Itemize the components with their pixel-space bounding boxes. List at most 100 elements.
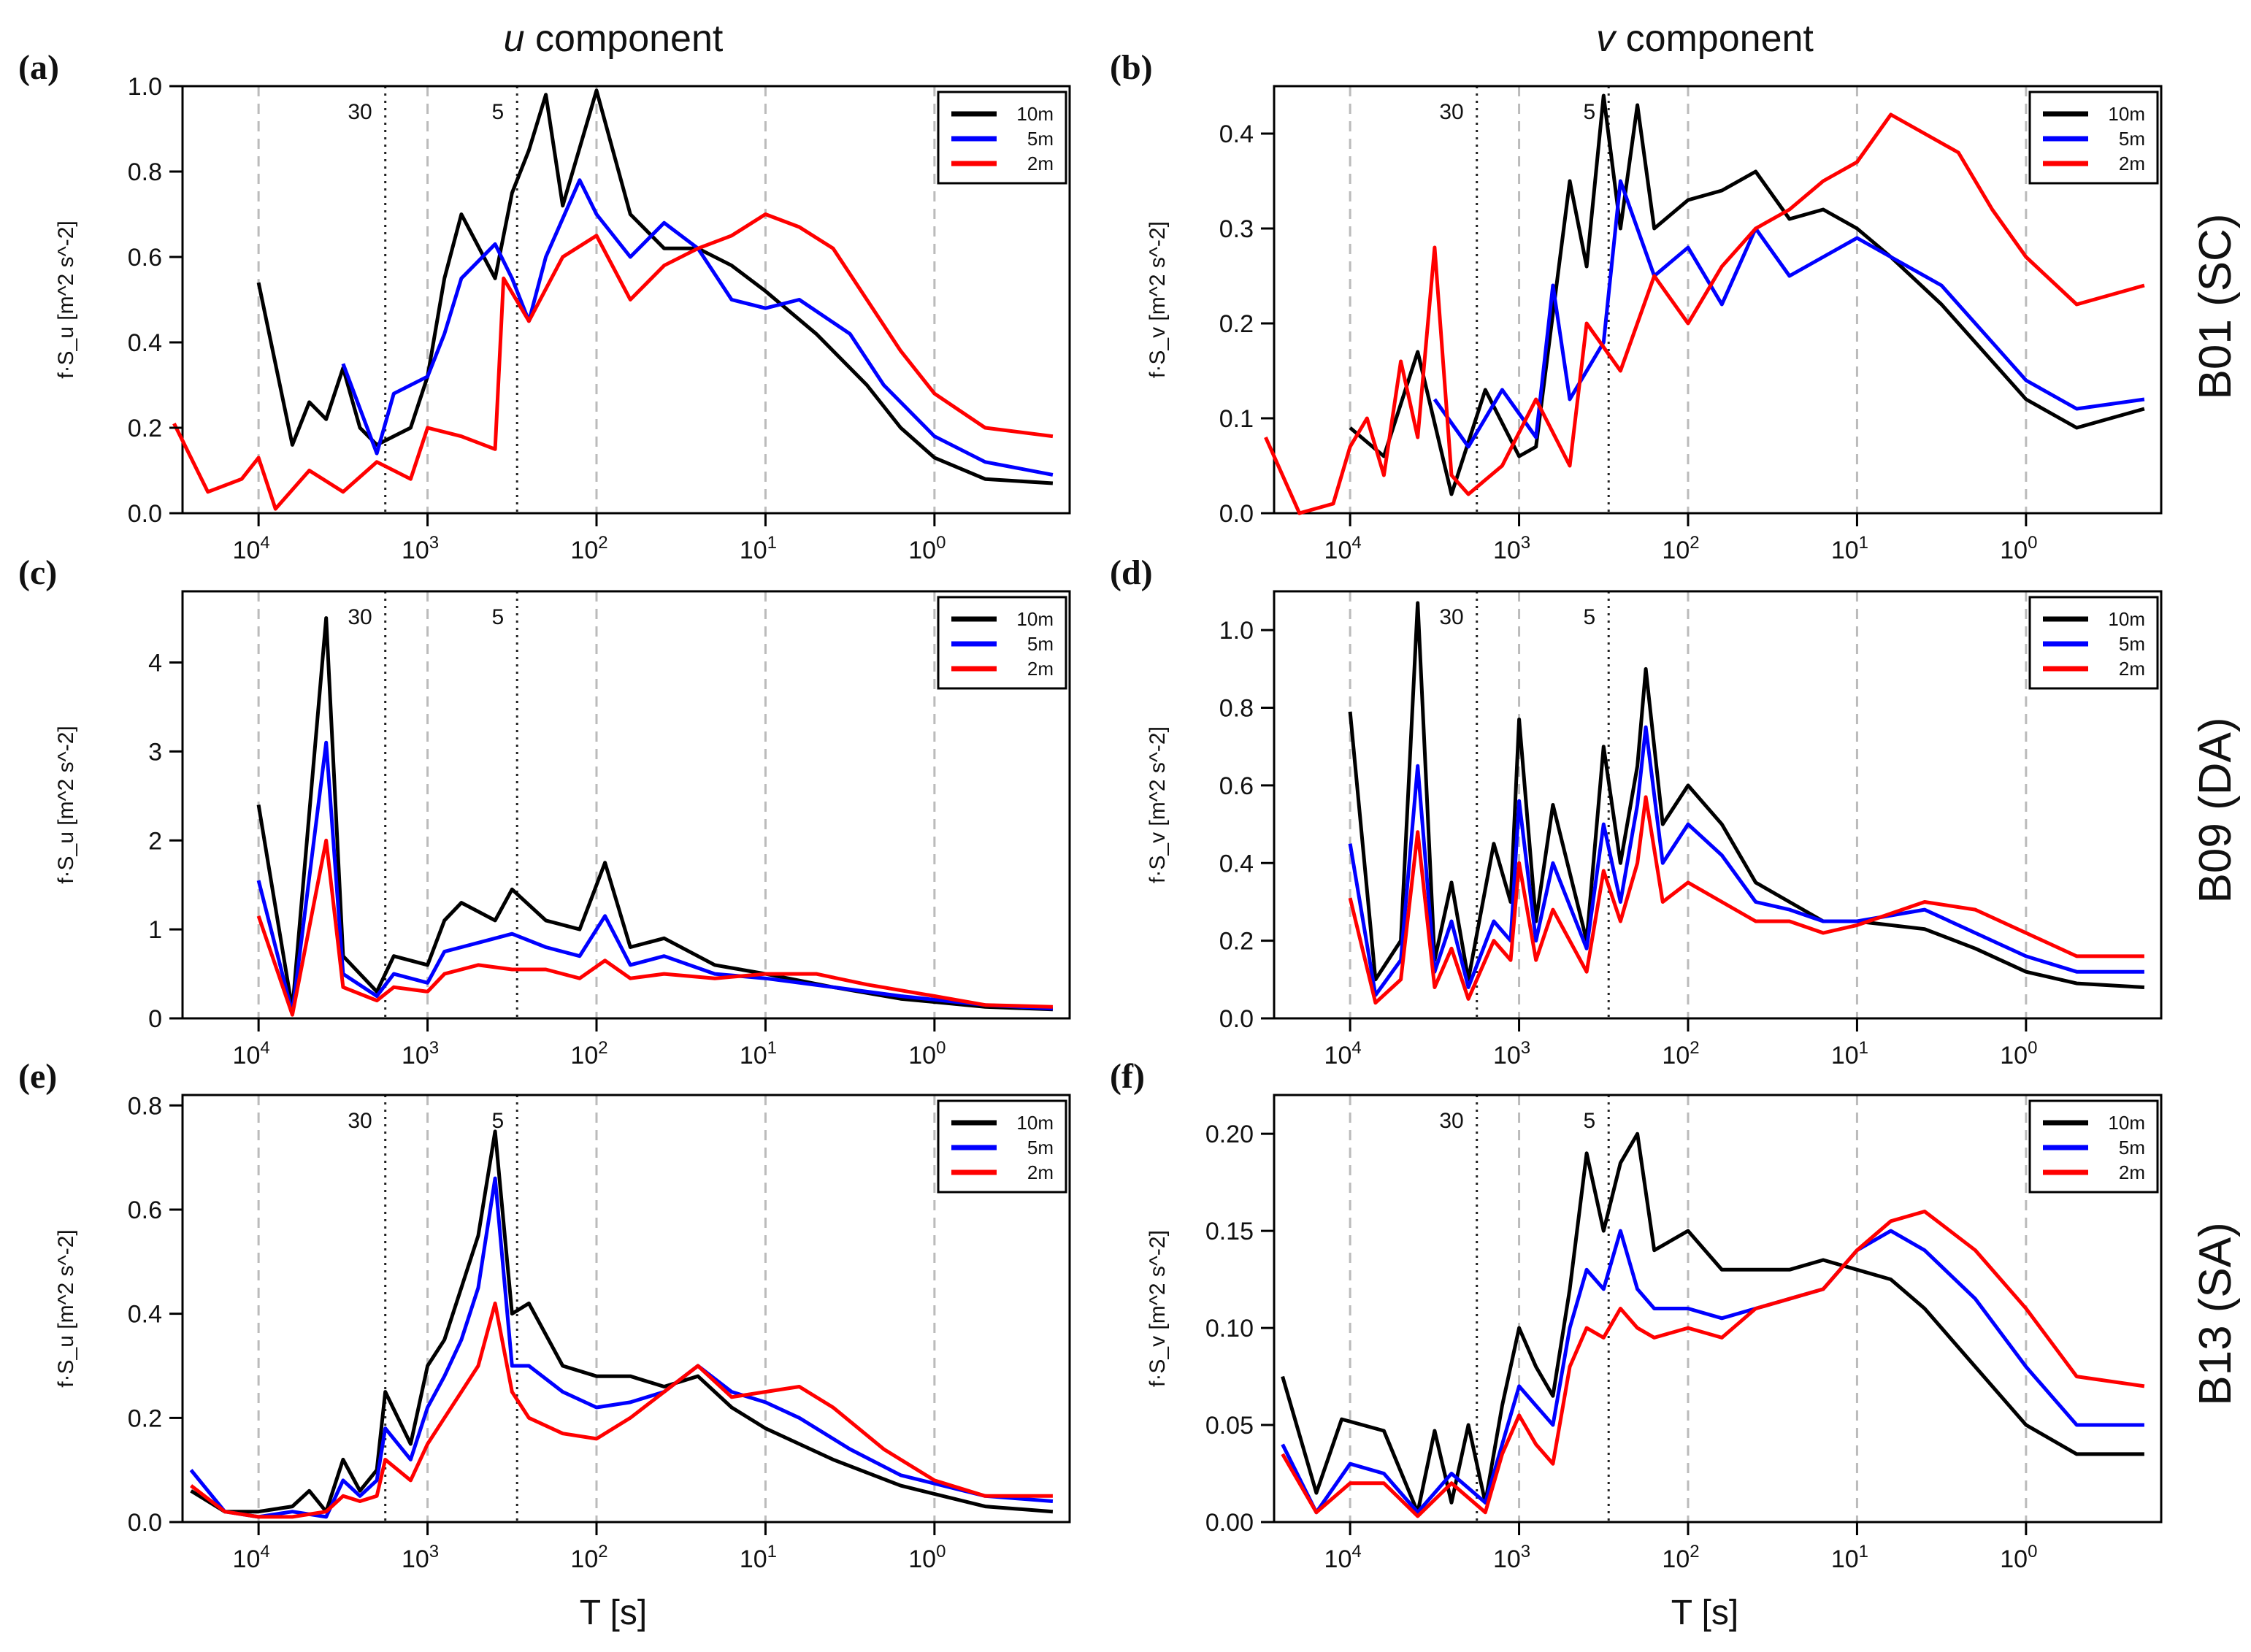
x-tick-label: 104: [1324, 1038, 1362, 1069]
series-2m: [190, 1301, 1053, 1519]
reference-line-label: 30: [348, 605, 372, 629]
x-tick-label: 103: [402, 533, 439, 564]
plot-frame: [1273, 1094, 2163, 1524]
x-tick-label: 103: [402, 1542, 439, 1573]
series-2m: [256, 838, 1053, 1017]
legend-label: 5m: [2119, 633, 2145, 655]
y-tick-label: 0.3: [1219, 215, 1254, 243]
y-tick-label: 0.0: [128, 1509, 162, 1537]
y-tick-label: 0.4: [128, 329, 162, 357]
series-5m: [189, 1176, 1054, 1519]
series-10m: [190, 1129, 1054, 1514]
x-tick-label: 103: [1493, 533, 1530, 564]
x-tick-label: 101: [1831, 1542, 1868, 1573]
y-tick-label: 1.0: [1219, 617, 1254, 645]
x-tick-label: 101: [740, 1038, 777, 1069]
x-tick-label: 100: [2000, 1542, 2037, 1573]
x-tick-label: 101: [1831, 533, 1868, 564]
reference-line-label: 5: [1584, 100, 1596, 124]
x-tick-label: 103: [1493, 1542, 1530, 1573]
legend-label: 5m: [1027, 1137, 1054, 1159]
y-tick-label: 0.0: [1219, 1005, 1254, 1033]
legend-label: 10m: [2108, 608, 2145, 630]
series-5m: [341, 178, 1054, 477]
legend-label: 2m: [1027, 1161, 1054, 1183]
y-tick-label: 0.4: [128, 1301, 162, 1329]
plot-frame: [1273, 590, 2163, 1020]
x-tick-label: 104: [1324, 1542, 1362, 1573]
legend-label: 5m: [2119, 1137, 2145, 1159]
legend-label: 2m: [1027, 153, 1054, 174]
legend-label: 5m: [1027, 633, 1054, 655]
reference-line-label: 5: [1584, 1109, 1596, 1133]
y-tick-label: 0.8: [1219, 695, 1254, 723]
y-axis-label: f·S_u [m^2 s^-2]: [54, 726, 78, 884]
legend-label: 5m: [2119, 128, 2145, 150]
row-label-b09: B09 (DA): [2190, 718, 2241, 904]
series-2m: [172, 212, 1054, 511]
legend-label: 5m: [1027, 128, 1054, 150]
panel-label: (a): [18, 48, 59, 87]
panel-label: (e): [18, 1057, 57, 1096]
y-tick-label: 0.2: [1219, 310, 1254, 338]
reference-line-label: 5: [492, 100, 505, 124]
y-tick-label: 0.2: [128, 415, 162, 442]
y-tick-label: 0: [148, 1005, 162, 1033]
y-tick-label: 0.8: [128, 158, 162, 186]
x-tick-label: 102: [1662, 533, 1699, 564]
x-tick-label: 104: [233, 1038, 270, 1069]
panel-label: (c): [18, 553, 57, 592]
series-10m: [256, 88, 1054, 485]
legend-label: 2m: [2119, 658, 2145, 680]
panel-label: (b): [1110, 48, 1153, 87]
y-tick-label: 0.10: [1205, 1315, 1254, 1342]
x-tick-label: 100: [908, 1542, 946, 1573]
panel-label: (f): [1110, 1057, 1145, 1096]
x-tick-label: 104: [1324, 533, 1362, 564]
x-tick-label: 104: [233, 533, 270, 564]
y-tick-label: 1: [148, 916, 162, 944]
series-2m: [1264, 112, 2145, 515]
panel-b: 30 5 0.0 0.1 0.2 0.3 0.4 f·S_v [m^2 s^-2] 104 103…: [1110, 48, 2163, 564]
x-tick-label: 101: [1831, 1038, 1868, 1069]
x-tick-label: 104: [233, 1542, 270, 1573]
x-tick-label: 103: [1493, 1038, 1530, 1069]
reference-line-label: 30: [1439, 1109, 1463, 1133]
series-5m: [256, 740, 1054, 1015]
plot-frame: [1273, 85, 2163, 515]
x-tick-label: 100: [2000, 1038, 2037, 1069]
legend-label: 10m: [1016, 1112, 1054, 1134]
column-title-v: v component: [1596, 18, 1814, 60]
y-tick-label: 0.6: [128, 1196, 162, 1224]
reference-line-label: 5: [1584, 605, 1596, 629]
legend-label: 10m: [2108, 103, 2145, 125]
legend-label: 10m: [1016, 608, 1054, 630]
series-10m: [1349, 93, 2145, 496]
panel-e: 30 5 0.0 0.2 0.4 0.6 0.8 f·S_u [m^2 s^-2] 104 103…: [18, 1057, 1071, 1573]
y-tick-label: 0.4: [1219, 120, 1254, 148]
y-tick-label: 0.05: [1205, 1412, 1254, 1440]
y-axis-label: f·S_u [m^2 s^-2]: [54, 1229, 78, 1388]
y-tick-label: 0.6: [1219, 772, 1254, 800]
x-tick-label: 101: [740, 533, 777, 564]
y-tick-label: 0.0: [128, 500, 162, 528]
y-tick-label: 2: [148, 827, 162, 855]
y-tick-label: 0.00: [1205, 1509, 1254, 1537]
reference-line-label: 30: [348, 100, 372, 124]
panel-label: (d): [1110, 553, 1153, 592]
y-tick-label: 0.15: [1205, 1218, 1254, 1245]
reference-line-label: 5: [492, 1109, 505, 1133]
y-tick-label: 1.0: [128, 73, 162, 101]
x-tick-label: 102: [570, 1038, 607, 1069]
panel-c: 30 5 0 1 2 3 4 f·S_u [m^2 s^-2] 104 103 102 101 100 (…: [18, 553, 1071, 1069]
y-tick-label: 0.20: [1205, 1121, 1254, 1148]
y-tick-label: 0.8: [128, 1092, 162, 1120]
series-5m: [1281, 1229, 2144, 1515]
y-tick-label: 0.1: [1219, 405, 1254, 433]
plot-frame: [181, 85, 1071, 515]
y-tick-label: 0.2: [1219, 928, 1254, 956]
y-tick-label: 0.4: [1219, 850, 1254, 877]
x-axis-label-left: T [s]: [580, 1594, 647, 1632]
y-tick-label: 4: [148, 650, 162, 677]
